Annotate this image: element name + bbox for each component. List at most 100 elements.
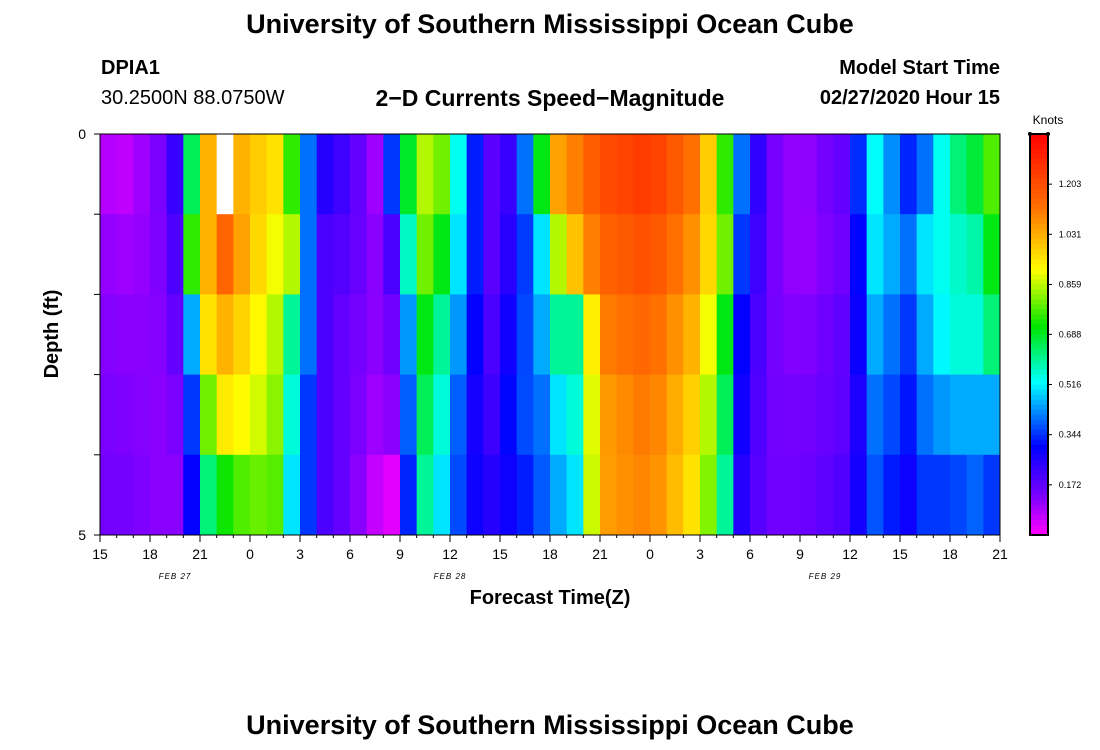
colorbar-segment bbox=[1030, 459, 1048, 466]
colorbar-segment bbox=[1030, 324, 1048, 331]
colorbar-segment bbox=[1030, 229, 1048, 235]
colorbar-segment bbox=[1030, 154, 1048, 160]
heatmap-cell bbox=[366, 134, 384, 215]
heatmap-cell bbox=[800, 214, 818, 295]
colorbar-segment bbox=[1030, 214, 1048, 220]
heatmap-cell bbox=[916, 294, 934, 376]
colorbar-segment bbox=[1030, 289, 1048, 295]
heatmap-cell bbox=[933, 214, 951, 295]
heatmap-cell bbox=[933, 134, 951, 215]
heatmap-cell bbox=[233, 214, 251, 295]
heatmap-cell bbox=[350, 134, 368, 215]
heatmap-cell bbox=[300, 374, 318, 456]
colorbar-segment bbox=[1030, 479, 1048, 486]
heatmap-cell bbox=[266, 454, 284, 536]
heatmap-cell bbox=[183, 214, 201, 295]
heatmap-cell bbox=[750, 134, 768, 215]
colorbar-corner bbox=[1046, 132, 1050, 136]
heatmap-cell bbox=[466, 134, 484, 215]
heatmap-cell bbox=[983, 294, 1001, 376]
heatmap-cell bbox=[150, 214, 168, 295]
x-tick-label: 3 bbox=[696, 546, 704, 562]
x-tick-label: 9 bbox=[796, 546, 804, 562]
heatmap-cell bbox=[700, 454, 718, 536]
heatmap-cell bbox=[500, 374, 518, 456]
heatmap-cell bbox=[433, 294, 451, 376]
colorbar-segment bbox=[1030, 194, 1048, 200]
heatmap-cell bbox=[150, 374, 168, 456]
heatmap-cell bbox=[866, 134, 884, 215]
heatmap-cell bbox=[616, 294, 634, 376]
heatmap-cell bbox=[483, 374, 501, 456]
heatmap-cell bbox=[483, 294, 501, 376]
heatmap-cell bbox=[133, 294, 151, 376]
colorbar-segment bbox=[1030, 414, 1048, 421]
y-tick-label: 0 bbox=[78, 126, 86, 142]
heatmap-cell bbox=[316, 134, 334, 215]
heatmap-cell bbox=[583, 134, 601, 215]
heatmap-cell bbox=[916, 134, 934, 215]
heatmap-cell bbox=[416, 374, 434, 456]
heatmap-cell bbox=[983, 214, 1001, 295]
heatmap-cell bbox=[316, 214, 334, 295]
heatmap-cell bbox=[750, 294, 768, 376]
colorbar-segment bbox=[1030, 509, 1048, 516]
heatmap-cell bbox=[283, 134, 301, 215]
heatmap-cell bbox=[700, 214, 718, 295]
colorbar-segment bbox=[1030, 394, 1048, 401]
heatmap-cell bbox=[433, 454, 451, 536]
heatmap-cell bbox=[583, 214, 601, 295]
x-tick-label: 9 bbox=[396, 546, 404, 562]
x-tick-label: 21 bbox=[192, 546, 208, 562]
heatmap-cell bbox=[566, 134, 584, 215]
heatmap-cell bbox=[550, 134, 568, 215]
heatmap-cell bbox=[250, 454, 268, 536]
heatmap-cell bbox=[400, 214, 418, 295]
heatmap-cell bbox=[433, 214, 451, 295]
heatmap-cell bbox=[133, 134, 151, 215]
x-tick-label: 18 bbox=[542, 546, 558, 562]
heatmap-cell bbox=[800, 134, 818, 215]
colorbar-segment bbox=[1030, 279, 1048, 285]
heatmap-cell bbox=[900, 214, 918, 295]
heatmap-cell bbox=[783, 294, 801, 376]
heatmap-cell bbox=[616, 134, 634, 215]
heatmap-cell bbox=[616, 374, 634, 456]
heatmap-cell bbox=[350, 294, 368, 376]
colorbar-segment bbox=[1030, 404, 1048, 411]
heatmap-cell bbox=[516, 294, 534, 376]
heatmap-cell bbox=[416, 134, 434, 215]
heatmap-cell bbox=[966, 214, 984, 295]
heatmap-cell bbox=[966, 374, 984, 456]
heatmap-cell bbox=[283, 374, 301, 456]
colorbar-unit: Knots bbox=[1033, 113, 1064, 127]
heatmap-cell bbox=[483, 454, 501, 536]
heatmap-cell bbox=[200, 214, 218, 295]
heatmap-cell bbox=[183, 374, 201, 456]
colorbar-segment bbox=[1030, 419, 1048, 426]
heatmap-cell bbox=[150, 454, 168, 536]
colorbar-segment bbox=[1030, 149, 1048, 155]
heatmap-cell bbox=[333, 374, 351, 456]
colorbar-segment bbox=[1030, 224, 1048, 230]
heatmap-cell bbox=[666, 214, 684, 295]
heatmap-cell bbox=[233, 294, 251, 376]
heatmap-cell bbox=[350, 374, 368, 456]
colorbar-segment bbox=[1030, 489, 1048, 496]
heatmap-cell bbox=[450, 454, 468, 536]
heatmap-cell bbox=[283, 454, 301, 536]
heatmap-cell bbox=[683, 214, 701, 295]
heatmap-cell bbox=[300, 214, 318, 295]
colorbar-segment bbox=[1030, 144, 1048, 150]
date-label: FEB 29 bbox=[809, 572, 842, 581]
colorbar-segment bbox=[1030, 329, 1048, 336]
colorbar-segment bbox=[1030, 259, 1048, 265]
heatmap-cell bbox=[816, 214, 834, 295]
colorbar-segment bbox=[1030, 359, 1048, 366]
heatmap-cell bbox=[216, 374, 234, 456]
heatmap-cell bbox=[833, 374, 851, 456]
heatmap-cell bbox=[950, 294, 968, 376]
x-tick-label: 15 bbox=[892, 546, 908, 562]
heatmap-cell bbox=[633, 134, 651, 215]
